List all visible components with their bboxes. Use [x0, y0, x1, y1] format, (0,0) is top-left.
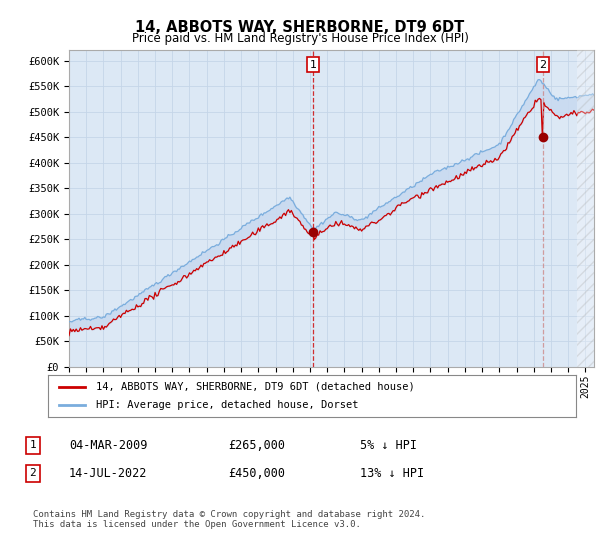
Text: 14-JUL-2022: 14-JUL-2022	[69, 466, 148, 480]
Text: HPI: Average price, detached house, Dorset: HPI: Average price, detached house, Dors…	[95, 400, 358, 410]
Text: £265,000: £265,000	[228, 438, 285, 452]
Text: 2: 2	[539, 59, 547, 69]
Text: 14, ABBOTS WAY, SHERBORNE, DT9 6DT: 14, ABBOTS WAY, SHERBORNE, DT9 6DT	[136, 20, 464, 35]
Text: 14, ABBOTS WAY, SHERBORNE, DT9 6DT (detached house): 14, ABBOTS WAY, SHERBORNE, DT9 6DT (deta…	[95, 382, 414, 392]
Text: Price paid vs. HM Land Registry's House Price Index (HPI): Price paid vs. HM Land Registry's House …	[131, 32, 469, 45]
Text: 5% ↓ HPI: 5% ↓ HPI	[360, 438, 417, 452]
Text: 04-MAR-2009: 04-MAR-2009	[69, 438, 148, 452]
Text: 1: 1	[310, 59, 316, 69]
Text: 1: 1	[29, 440, 37, 450]
Text: Contains HM Land Registry data © Crown copyright and database right 2024.
This d: Contains HM Land Registry data © Crown c…	[33, 510, 425, 529]
Text: 13% ↓ HPI: 13% ↓ HPI	[360, 466, 424, 480]
Text: £450,000: £450,000	[228, 466, 285, 480]
Text: 2: 2	[29, 468, 37, 478]
